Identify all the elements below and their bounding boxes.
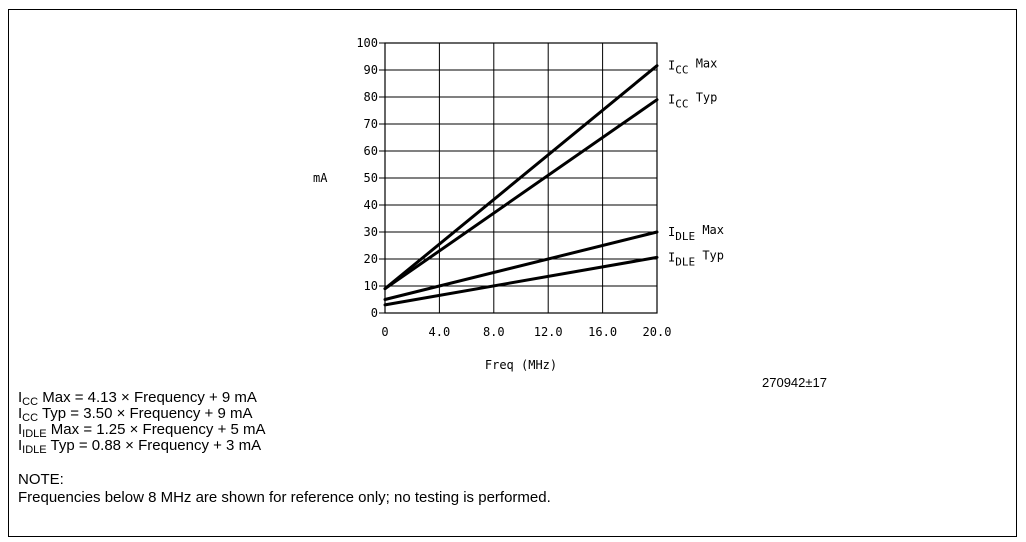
- x-tick-label: 16.0: [588, 325, 617, 339]
- series-line: [383, 98, 659, 291]
- equations-block: ICC Max = 4.13 × Frequency + 9 mA ICC Ty…: [18, 389, 266, 456]
- x-tick-label: 12.0: [534, 325, 563, 339]
- y-tick-label: 10: [364, 279, 378, 293]
- figure-frame: [8, 9, 1017, 537]
- y-tick-label: 60: [364, 144, 378, 158]
- y-tick-label: 20: [364, 252, 378, 266]
- equation-icc-max: ICC Max = 4.13 × Frequency + 9 mA: [18, 389, 257, 408]
- y-tick-label: 50: [364, 171, 378, 185]
- series-label: ICC Typ: [668, 91, 717, 111]
- series-line: [383, 230, 659, 301]
- x-tick-label: 20.0: [643, 325, 672, 339]
- series-line: [383, 255, 659, 307]
- equation-icc-typ: ICC Typ = 3.50 × Frequency + 9 mA: [18, 405, 253, 424]
- y-tick-label: 40: [364, 198, 378, 212]
- equation-idle-typ: IIDLE Typ = 0.88 × Frequency + 3 mA: [18, 437, 262, 456]
- note-text: Frequencies below 8 MHz are shown for re…: [18, 489, 551, 506]
- y-tick-label: 80: [364, 90, 378, 104]
- note-title: NOTE:: [18, 471, 64, 488]
- current-vs-frequency-chart: 0 10 20 30 40 50 60 70 80 90 100 0 4.0 8.0 12.0 16.0 20.…: [313, 36, 724, 372]
- x-tick-label: 0: [381, 325, 388, 339]
- x-axis-label: Freq (MHz): [485, 358, 557, 372]
- series-line: [383, 64, 659, 291]
- x-tick-label: 8.0: [483, 325, 505, 339]
- figure-id: 270942±17: [762, 375, 827, 390]
- y-tick-label: 30: [364, 225, 378, 239]
- equation-idle-max: IIDLE Max = 1.25 × Frequency + 5 mA: [18, 421, 266, 440]
- y-tick-label: 100: [356, 36, 378, 50]
- y-tick-label: 0: [371, 306, 378, 320]
- series-label: ICC Max: [668, 57, 717, 77]
- y-tick-label: 90: [364, 63, 378, 77]
- y-axis-label: mA: [313, 171, 328, 185]
- x-tick-label: 4.0: [429, 325, 451, 339]
- series-label: IDLE Max: [668, 223, 724, 243]
- y-tick-label: 70: [364, 117, 378, 131]
- series-label: IDLE Typ: [668, 248, 724, 268]
